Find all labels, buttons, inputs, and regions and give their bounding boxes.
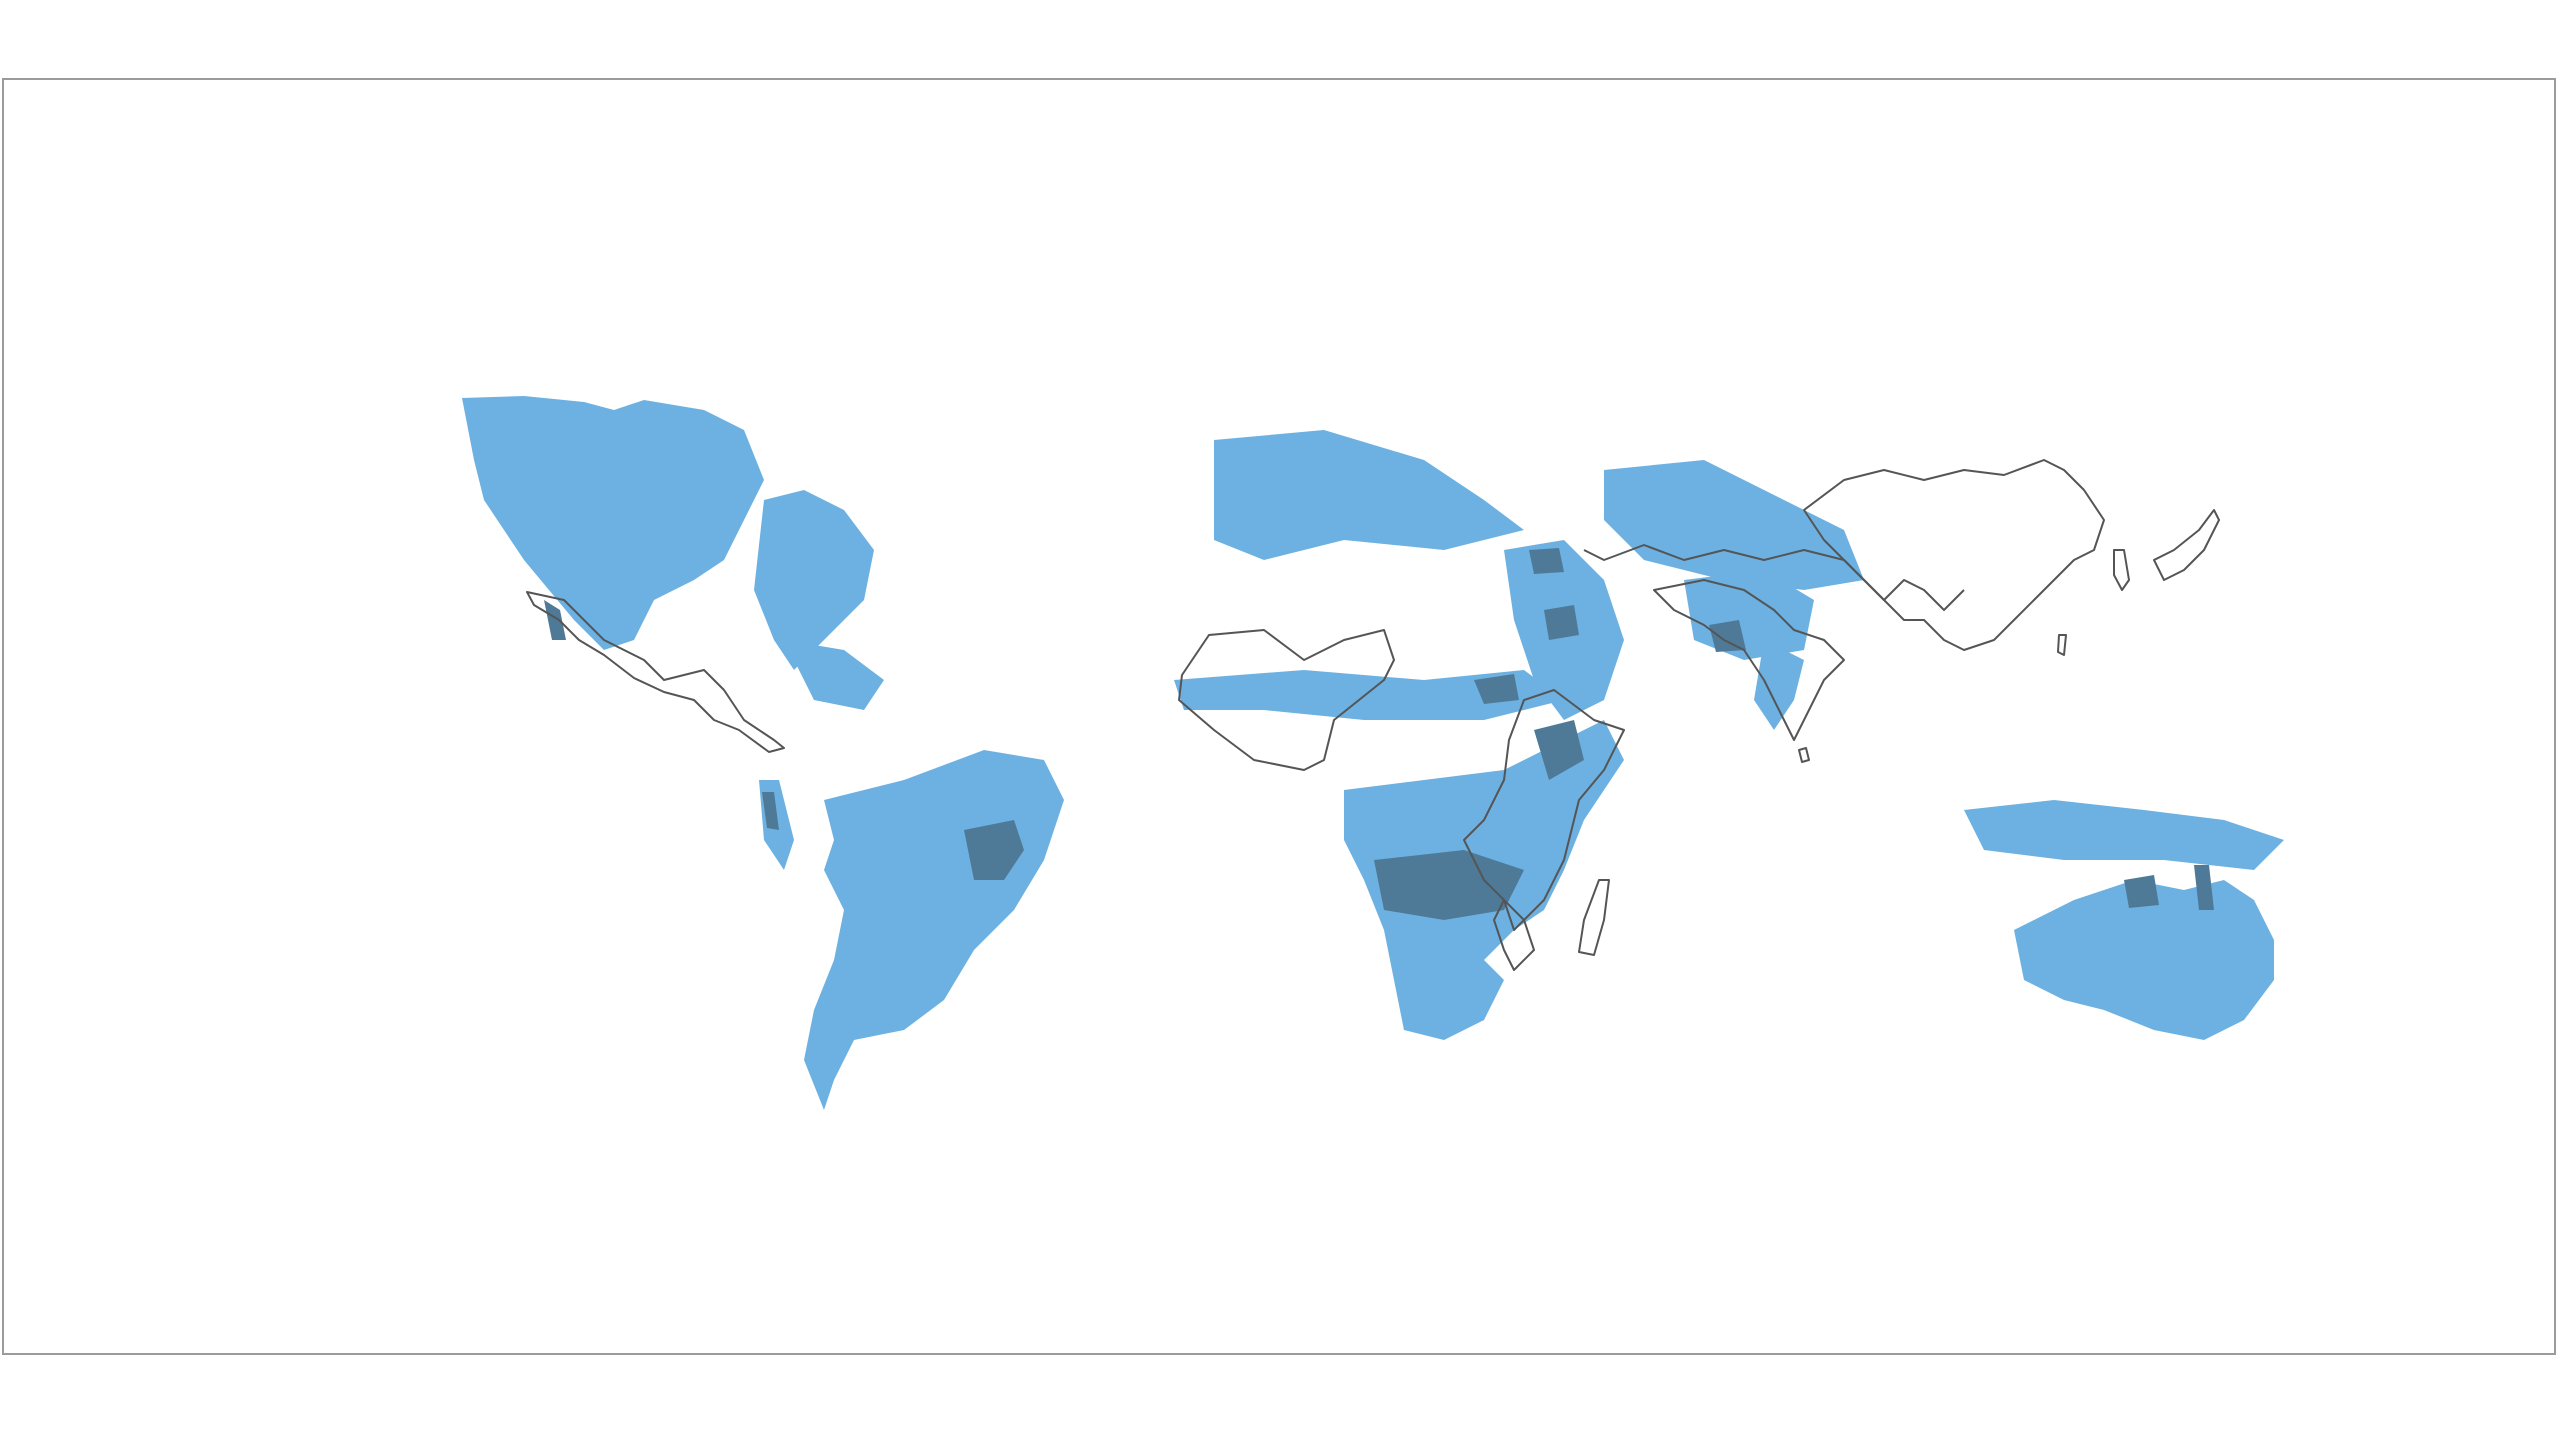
outline-east-africa bbox=[1463, 689, 1625, 931]
dense-brazil bbox=[964, 820, 1024, 880]
outline-taiwan bbox=[2057, 634, 2067, 656]
region-north-america-east bbox=[754, 490, 874, 670]
outline-india bbox=[1653, 579, 1845, 741]
outline-korea bbox=[2113, 549, 2130, 591]
region-south-asia bbox=[1754, 640, 1804, 730]
outline-west-africa bbox=[1178, 629, 1395, 771]
map-frame bbox=[2, 78, 2556, 1355]
outline-mexico bbox=[526, 591, 785, 753]
outline-sri-lanka bbox=[1798, 747, 1810, 763]
dense-sahel bbox=[1474, 674, 1519, 704]
region-australia bbox=[2014, 880, 2274, 1040]
distribution-layer bbox=[462, 396, 2284, 1110]
outline-china bbox=[1803, 459, 2105, 651]
region-central-asia bbox=[1604, 460, 1864, 590]
dense-south-america-west bbox=[762, 792, 779, 830]
outline-central-asia bbox=[1583, 544, 1965, 611]
region-caribbean bbox=[784, 640, 884, 710]
dense-pakistan bbox=[1709, 620, 1746, 652]
region-southeast-asia bbox=[1964, 800, 2284, 870]
outline-madagascar bbox=[1578, 879, 1610, 956]
dense-east-africa bbox=[1534, 720, 1584, 780]
outline-japan bbox=[2153, 509, 2220, 581]
world-map[interactable] bbox=[4, 80, 2554, 1353]
dense-layer bbox=[544, 548, 2214, 920]
region-north-africa bbox=[1214, 430, 1524, 560]
dense-middle-east bbox=[1544, 605, 1579, 640]
dense-australia-north bbox=[2124, 875, 2159, 908]
outline-layer bbox=[526, 459, 2220, 971]
region-south-america bbox=[804, 750, 1064, 1110]
dense-congo bbox=[1374, 850, 1524, 920]
region-north-america bbox=[462, 396, 764, 650]
region-sahel bbox=[1174, 670, 1564, 720]
dense-australia-east bbox=[2194, 865, 2214, 910]
dense-baja bbox=[544, 600, 566, 640]
region-south-africa bbox=[1394, 950, 1504, 1040]
outline-mozambique bbox=[1493, 899, 1535, 971]
dense-north-africa bbox=[1529, 548, 1564, 574]
